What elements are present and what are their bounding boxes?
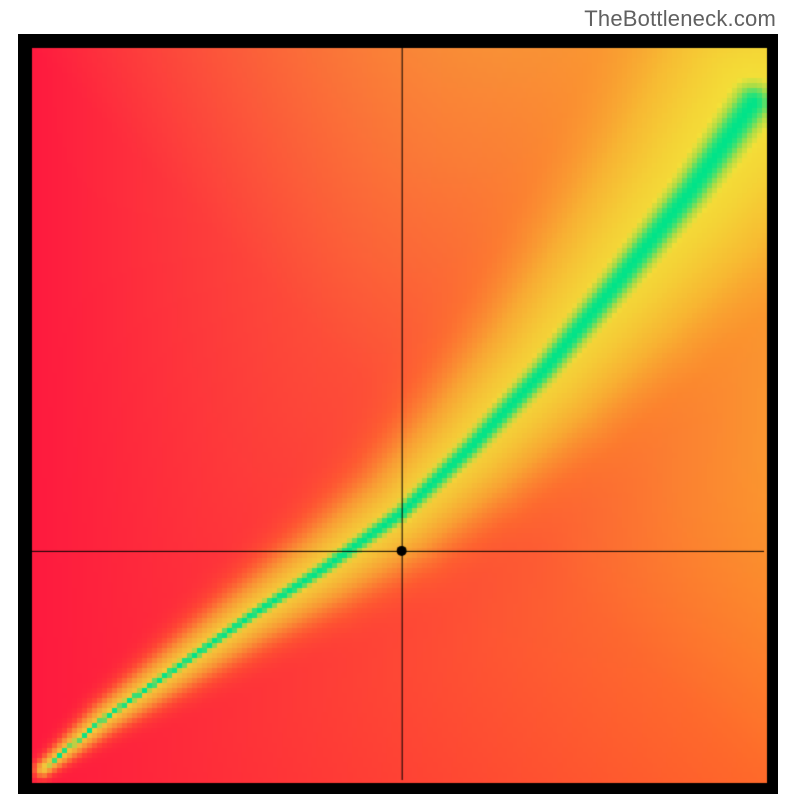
bottleneck-heatmap: [18, 34, 778, 794]
heatmap-frame: [18, 34, 778, 794]
watermark-text: TheBottleneck.com: [584, 6, 776, 32]
